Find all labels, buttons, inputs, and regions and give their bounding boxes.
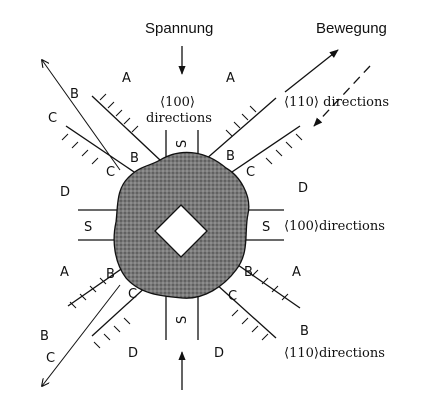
label-s-right: S <box>262 220 270 235</box>
label-c-upper-left-inner: C <box>106 165 115 180</box>
label-a-top-right: A <box>226 71 235 86</box>
label-b-lower-left-outer: B <box>40 329 49 344</box>
label-d-lower-right: D <box>214 346 224 361</box>
label-b-lower-left-inner: B <box>106 267 115 282</box>
label-c-upper-right: C <box>246 165 255 180</box>
band-upper-left <box>61 93 161 177</box>
label-bewegung: Bewegung <box>316 20 387 37</box>
label-c-lower-left-inner: C <box>128 287 137 302</box>
label-b-upper-right: B <box>226 149 235 164</box>
motion-arrow <box>284 49 339 93</box>
label-s-bottom: S <box>175 316 190 324</box>
arrow-upper-left <box>42 60 121 171</box>
label-b-lower-right-outer: B <box>300 324 309 339</box>
label-d-right: D <box>298 181 308 196</box>
square-hole <box>154 204 208 258</box>
label-a-left: A <box>60 265 69 280</box>
label-s-top: S <box>175 140 190 148</box>
label-d-lower-left: D <box>128 346 138 361</box>
label-110-upper: ⟨110⟩ directions <box>284 95 389 110</box>
label-d-left: D <box>60 185 70 200</box>
label-c-lower-right-inner: C <box>228 289 237 304</box>
arrow-lower-left <box>42 284 121 386</box>
label-b-lower-right-inner: B <box>244 265 253 280</box>
label-100-top-line1: ⟨100⟩ <box>160 95 195 110</box>
band-upper-right <box>204 97 303 177</box>
slot-bottom <box>165 292 199 340</box>
label-spannung: Spannung <box>145 20 213 37</box>
label-a-right: A <box>292 265 301 280</box>
label-s-left: S <box>84 220 92 235</box>
slot-left <box>78 209 118 241</box>
label-c-upper-left: C <box>48 111 57 126</box>
label-b-upper-left-inner: B <box>130 151 139 166</box>
motion-arrow-dashed <box>313 65 371 127</box>
label-100-top-line2: directions <box>146 111 212 126</box>
slot-right <box>244 209 284 241</box>
label-b-upper-left-outer: B <box>70 87 79 102</box>
label-100-right: ⟨100⟩directions <box>284 219 385 234</box>
label-c-lower-left-outer: C <box>46 351 55 366</box>
label-110-lower: ⟨110⟩directions <box>284 346 385 361</box>
label-a-top-left: A <box>122 71 131 86</box>
